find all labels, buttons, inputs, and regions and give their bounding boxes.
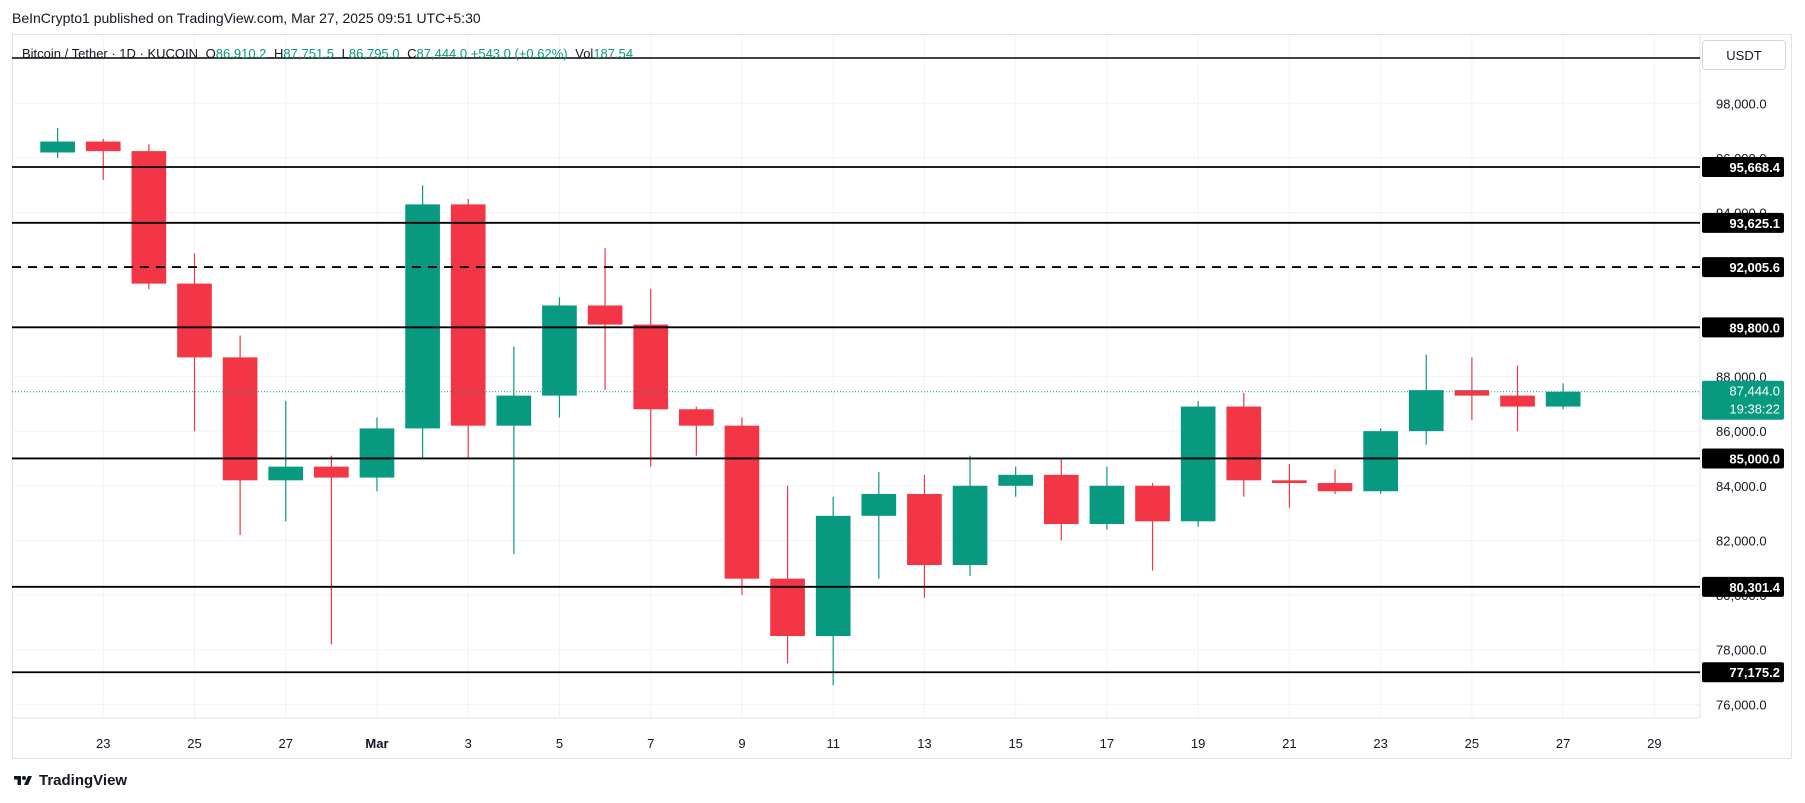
open-label: O [205, 46, 216, 61]
candle-body [1089, 485, 1125, 525]
candle-body [268, 466, 304, 481]
brand-label: TradingView [39, 772, 128, 789]
tradingview-logo-icon [14, 775, 32, 785]
candle-body [1272, 480, 1307, 484]
price-level-label: 89,800.0 [1729, 320, 1780, 335]
volume-value: 187.54 [593, 46, 634, 61]
symbol-label[interactable]: Bitcoin / Tether · 1D · KUCOIN [22, 46, 199, 61]
high-value: 87,751.5 [283, 46, 335, 61]
low-label: L [341, 46, 349, 61]
x-tick-label: 3 [465, 736, 472, 751]
close-label: C [407, 46, 417, 61]
candle-body [1500, 395, 1535, 407]
candle-body [314, 466, 349, 478]
candle-body [1226, 406, 1262, 481]
x-tick-label: 7 [647, 736, 654, 751]
candle-body [907, 493, 942, 566]
x-tick-label: 9 [738, 736, 745, 751]
price-level-tag [1702, 257, 1784, 278]
current-price-label: 87,444.0 [1729, 384, 1780, 399]
price-level-label: 93,625.1 [1729, 216, 1780, 231]
candle-body [405, 204, 440, 429]
price-level-tag [1702, 448, 1784, 469]
candle-body [587, 305, 623, 325]
candle-body [222, 357, 258, 481]
price-level-label: 85,000.0 [1729, 451, 1780, 466]
candle-body [359, 428, 395, 478]
candle-body [1363, 431, 1398, 492]
y-tick-label: 78,000.0 [1716, 643, 1767, 658]
footer-brand[interactable]: TradingView [12, 772, 127, 789]
candle-body [85, 141, 121, 152]
candle-body [678, 409, 714, 426]
candle-body [1317, 483, 1353, 492]
candle-body [450, 204, 486, 426]
x-tick-label: 27 [1556, 736, 1570, 751]
price-level-label: 77,175.2 [1729, 665, 1780, 680]
x-tick-label: 21 [1282, 736, 1296, 751]
candle-body [1135, 485, 1170, 522]
candle-body [496, 395, 532, 426]
x-tick-label: 25 [187, 736, 201, 751]
x-tick-label: 17 [1100, 736, 1114, 751]
price-level-tag [1702, 156, 1784, 177]
candle-body [1043, 474, 1079, 525]
candle-body [633, 324, 669, 410]
x-tick-label: Mar [365, 736, 388, 751]
x-tick-label: 25 [1465, 736, 1479, 751]
price-level-tag [1702, 212, 1784, 233]
open-value: 86,910.2 [215, 46, 267, 61]
y-tick-label: 82,000.0 [1716, 533, 1767, 548]
volume-label: Vol [575, 46, 594, 61]
currency-button[interactable]: USDT [1702, 40, 1786, 70]
price-level-tag [1702, 576, 1784, 597]
candle-body [861, 493, 897, 516]
x-tick-label: 15 [1008, 736, 1022, 751]
ohlc-legend: Bitcoin / Tether · 1D · KUCOIN O86,910.2… [22, 46, 633, 61]
countdown-label: 19:38:22 [1729, 402, 1780, 417]
x-tick-label: 27 [278, 736, 292, 751]
low-value: 86,795.0 [348, 46, 400, 61]
candle-body [40, 141, 75, 153]
candle-body [952, 485, 988, 566]
x-tick-label: 5 [556, 736, 563, 751]
y-tick-label: 86,000.0 [1716, 424, 1767, 439]
change-value: +543.0 (+0.62%) [470, 46, 568, 61]
price-level-label: 95,668.4 [1729, 160, 1780, 175]
x-tick-label: 19 [1191, 736, 1205, 751]
price-level-label: 92,005.6 [1729, 260, 1780, 275]
y-tick-label: 84,000.0 [1716, 479, 1767, 494]
price-level-tag [1702, 662, 1784, 683]
chart-frame [12, 34, 1792, 759]
candle-body [1454, 390, 1490, 396]
candle-body [542, 305, 577, 396]
candle-body [1408, 390, 1444, 432]
price-level-label: 80,301.4 [1729, 580, 1780, 595]
x-tick-label: 13 [917, 736, 931, 751]
candle-body [131, 151, 167, 284]
x-tick-label: 29 [1647, 736, 1661, 751]
candle-body [770, 578, 805, 637]
y-tick-label: 76,000.0 [1716, 697, 1767, 712]
x-tick-label: 23 [1373, 736, 1387, 751]
current-price-tag [1702, 380, 1784, 420]
candle-body [815, 515, 851, 637]
candle-body [724, 425, 760, 579]
candle-body [1180, 406, 1216, 522]
x-tick-label: 23 [96, 736, 110, 751]
close-value: 87,444.0 [416, 46, 468, 61]
price-level-tag [1702, 317, 1784, 338]
candle-body [998, 474, 1034, 486]
candle-body [1545, 391, 1581, 407]
candle-body [177, 283, 212, 358]
y-tick-label: 98,000.0 [1716, 96, 1767, 111]
high-label: H [274, 46, 284, 61]
publisher-caption: BeInCrypto1 published on TradingView.com… [12, 10, 481, 26]
x-tick-label: 11 [826, 736, 840, 751]
